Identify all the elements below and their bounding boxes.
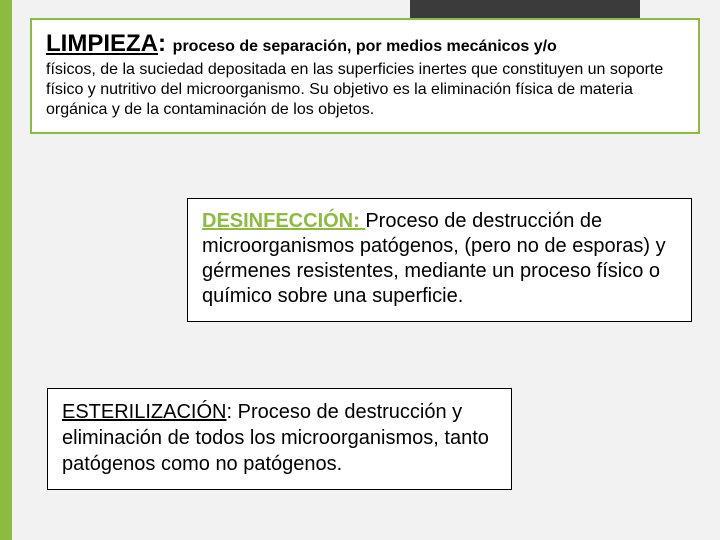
left-accent-bar [0,0,12,540]
definition-box-limpieza: LIMPIEZA: proceso de separación, por med… [30,18,700,134]
definition-box-esterilizacion: ESTERILIZACIÓN: Proceso de destrucción y… [47,388,512,490]
desinfeccion-title: DESINFECCIÓN: [202,210,365,232]
definition-box-desinfeccion: DESINFECCIÓN: Proceso de destrucción de … [187,198,692,322]
limpieza-title: LIMPIEZA [46,30,158,57]
slide-content: LIMPIEZA: proceso de separación, por med… [12,0,720,540]
limpieza-lead: proceso de separación, por medios mecáni… [173,38,557,55]
limpieza-colon: : [158,30,173,57]
esterilizacion-colon: : [226,401,237,423]
limpieza-body: físicos, de la suciedad depositada en la… [46,60,684,120]
esterilizacion-title: ESTERILIZACIÓN [62,401,226,423]
